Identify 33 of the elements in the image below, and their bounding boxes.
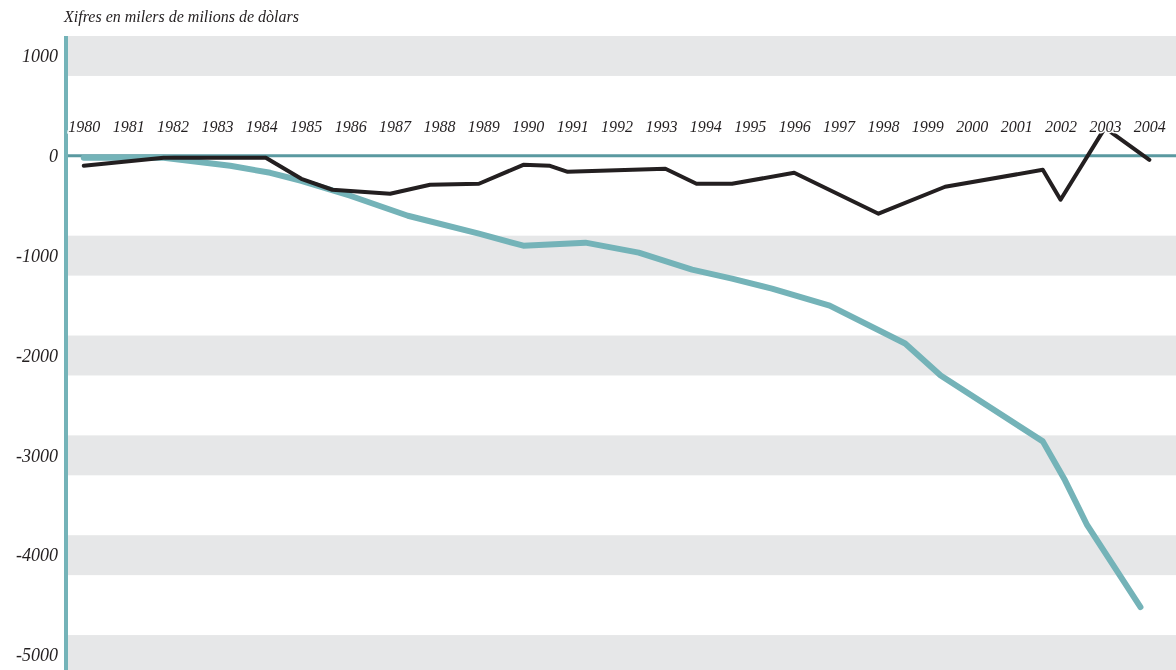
x-tick-label: 2002 [1045, 117, 1078, 135]
x-tick-label: 1993 [645, 117, 678, 135]
x-tick-label: 1988 [423, 117, 456, 135]
y-tick-label: -1000 [16, 245, 58, 266]
x-tick-label: 1991 [556, 117, 589, 135]
x-tick-label: 1984 [245, 117, 278, 135]
x-tick-label: 1999 [911, 117, 944, 135]
y-tick-label: -4000 [16, 545, 58, 566]
x-tick-label: 1985 [290, 117, 323, 135]
x-tick-label: 1981 [112, 117, 145, 135]
x-tick-label: 1996 [778, 117, 811, 135]
y-tick-label: 1000 [22, 46, 58, 67]
x-tick-label: 1994 [689, 117, 722, 135]
x-tick-label: 1989 [467, 117, 500, 135]
x-tick-label: 1992 [601, 117, 634, 135]
y-tick-label: -2000 [16, 345, 58, 366]
x-tick-label: 1983 [201, 117, 234, 135]
x-tick-label: 1982 [157, 117, 190, 135]
x-tick-label: 1980 [68, 117, 101, 135]
y-tick-label: 0 [49, 146, 58, 167]
x-tick-label: 2003 [1089, 117, 1122, 135]
x-tick-label: 1990 [512, 117, 545, 135]
x-tick-label: 1998 [867, 117, 900, 135]
x-tick-label: 1997 [823, 117, 857, 135]
x-tick-label: 1995 [734, 117, 767, 135]
x-tick-label: 1987 [379, 117, 413, 135]
x-tick-label: 2001 [1000, 117, 1033, 135]
y-tick-label: -3000 [16, 445, 58, 466]
y-tick-label: -5000 [16, 645, 58, 666]
x-tick-label: 2000 [956, 117, 989, 135]
y-axis-title: Xifres en milers de milions de dòlars [63, 8, 299, 26]
x-tick-label: 2004 [1133, 117, 1166, 135]
x-tick-label: 1986 [334, 117, 367, 135]
